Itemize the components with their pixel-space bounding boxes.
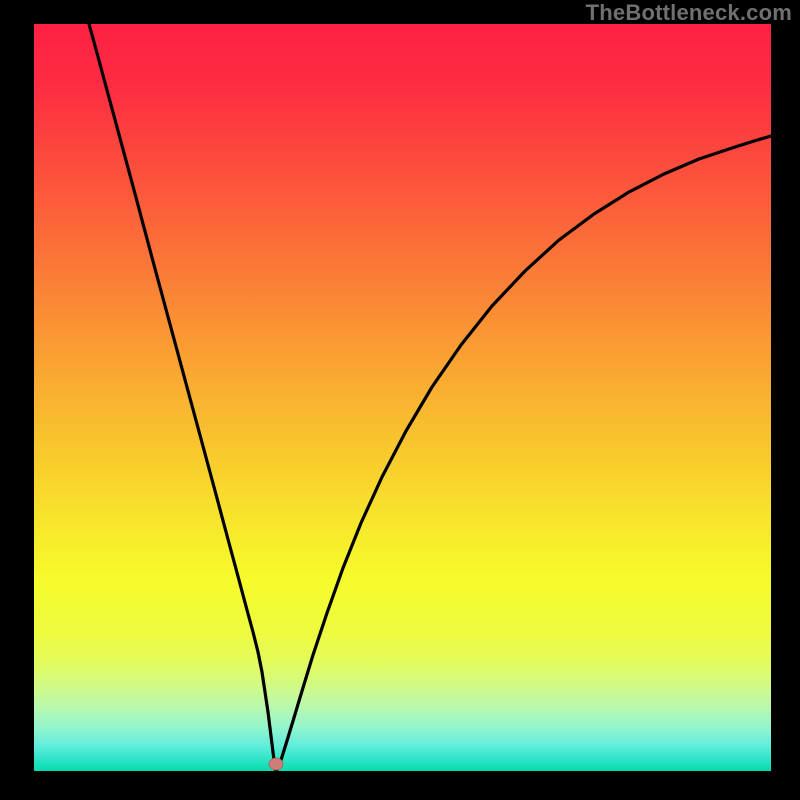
plot-svg xyxy=(34,24,771,771)
watermark-text: TheBottleneck.com xyxy=(586,0,792,26)
gradient-background xyxy=(34,24,771,771)
plot-area xyxy=(34,24,771,771)
optimal-point-marker xyxy=(269,758,283,770)
chart-frame: TheBottleneck.com xyxy=(0,0,800,800)
